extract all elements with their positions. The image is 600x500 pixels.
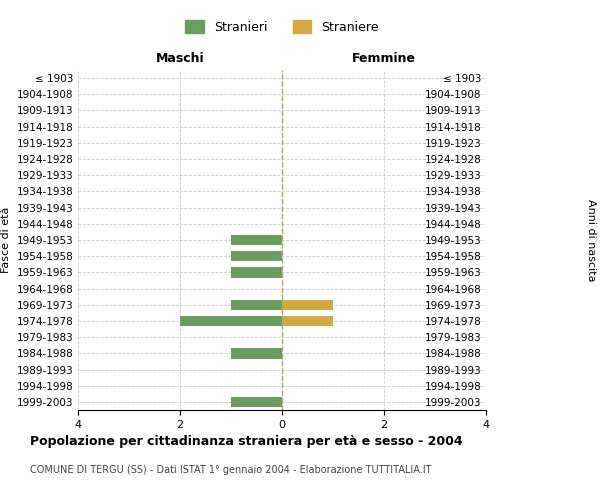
Bar <box>231 267 282 278</box>
Bar <box>231 251 282 262</box>
Text: Femmine: Femmine <box>352 52 416 65</box>
Text: Maschi: Maschi <box>155 52 205 65</box>
Bar <box>231 348 282 358</box>
Bar <box>282 316 333 326</box>
Bar <box>180 316 282 326</box>
Bar <box>231 300 282 310</box>
Legend: Stranieri, Straniere: Stranieri, Straniere <box>180 15 384 38</box>
Text: Popolazione per cittadinanza straniera per età e sesso - 2004: Popolazione per cittadinanza straniera p… <box>30 435 463 448</box>
Text: Anni di nascita: Anni di nascita <box>586 198 596 281</box>
Bar <box>231 234 282 246</box>
Y-axis label: Fasce di età: Fasce di età <box>1 207 11 273</box>
Bar <box>231 396 282 407</box>
Bar <box>282 300 333 310</box>
Text: COMUNE DI TERGU (SS) - Dati ISTAT 1° gennaio 2004 - Elaborazione TUTTITALIA.IT: COMUNE DI TERGU (SS) - Dati ISTAT 1° gen… <box>30 465 431 475</box>
